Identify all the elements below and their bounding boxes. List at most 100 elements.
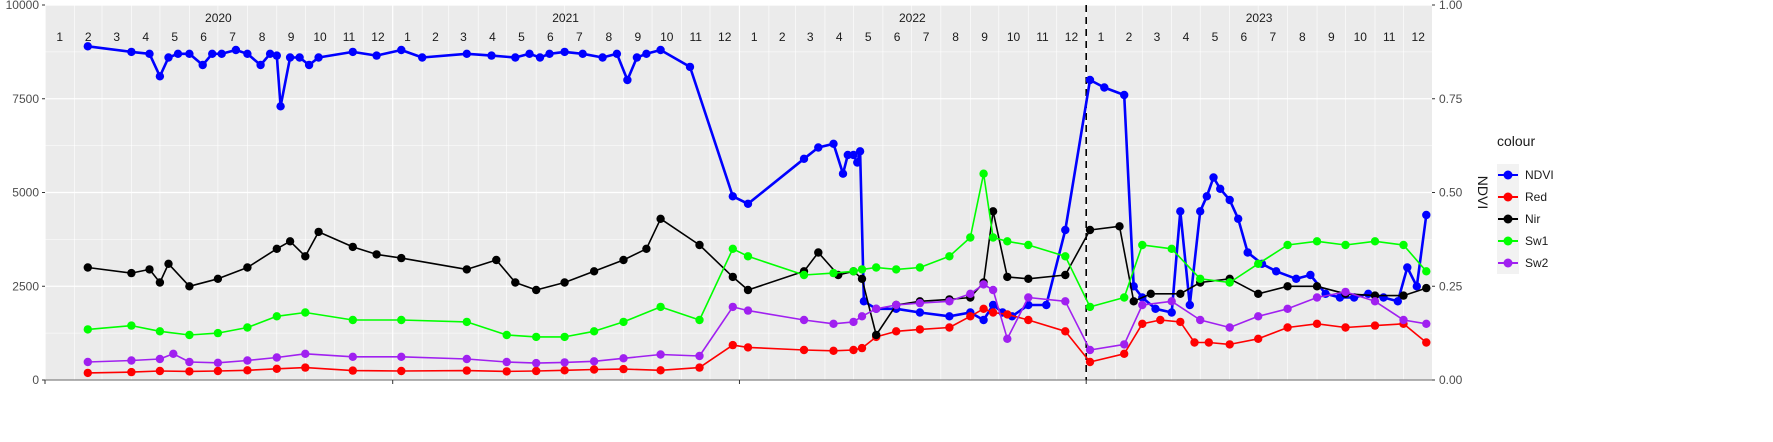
data-point-red [656,366,665,375]
data-point-sw1 [743,252,753,261]
data-point-ndvi [1042,300,1051,310]
data-point-red [728,340,737,350]
month-label: 10 [313,30,327,44]
data-point-sw1 [502,330,511,340]
data-point-nir [1312,282,1322,291]
month-label: 7 [576,30,583,44]
data-point-ndvi [979,315,988,325]
data-point-ndvi [1100,83,1109,92]
data-point-red [1003,310,1012,319]
data-point-ndvi [728,192,737,201]
data-point-sw2 [589,357,599,366]
data-point-red [945,323,954,332]
data-point-sw1 [1370,237,1380,246]
data-point-sw1 [1196,274,1205,283]
legend-key-point [1503,170,1513,180]
data-point-sw1 [872,263,881,272]
data-point-nir [814,248,823,257]
data-point-sw1 [348,315,357,325]
legend-key-point [1503,192,1513,202]
data-point-sw2 [829,319,838,328]
month-label: 5 [865,30,872,44]
data-point-red [1085,357,1095,367]
data-point-sw2 [1085,345,1095,355]
data-point-ndvi [265,49,275,58]
y2-axis-title: NDVI [1475,176,1491,209]
data-point-ndvi [127,47,136,57]
data-point-sw1 [213,328,223,338]
data-point-ndvi [598,53,607,62]
data-point-nir [619,255,628,265]
data-point-sw2 [272,353,281,362]
data-point-sw2 [966,289,975,298]
data-point-nir [1422,283,1431,293]
y2-tick-label: 0.50 [1439,186,1463,200]
data-point-nir [285,237,295,246]
data-point-ndvi [829,139,838,148]
data-point-sw2 [169,349,178,358]
data-point-nir [560,278,569,287]
data-point-nir [272,244,281,253]
data-point-red [1061,327,1070,336]
data-point-sw1 [155,327,165,336]
data-point-sw2 [1283,304,1292,313]
data-point-ndvi [372,51,381,60]
data-point-red [857,343,867,353]
data-point-sw2 [1024,293,1033,302]
legend-item-ndvi: NDVI [1497,164,1554,186]
data-point-sw1 [799,270,809,280]
data-point-sw2 [243,356,252,365]
data-point-ndvi [276,102,285,111]
data-point-ndvi [859,297,869,306]
data-point-nir [127,268,136,278]
month-label: 12 [718,30,732,44]
data-point-nir [1399,291,1408,300]
data-point-sw1 [462,317,471,327]
data-point-ndvi [1176,207,1185,216]
data-point-nir [462,265,471,274]
month-label: 8 [1299,30,1306,44]
data-point-ndvi [1151,304,1160,313]
data-point-ndvi [1379,293,1388,302]
data-point-sw1 [988,233,998,242]
month-label: 11 [343,30,356,44]
month-label: 10 [1007,30,1021,44]
data-point-sw2 [915,298,925,308]
data-point-red [1190,338,1199,347]
data-point-ndvi [743,199,753,208]
month-label: 6 [894,30,901,44]
legend-key-point [1503,236,1513,246]
data-point-ndvi [1196,207,1205,216]
data-point-sw2 [849,317,858,327]
month-label: 4 [1183,30,1190,44]
data-point-sw2 [743,306,753,315]
data-point-ndvi [1422,210,1431,220]
series-line-sw2 [87,283,1427,364]
month-label: 11 [1036,30,1049,44]
data-point-sw2 [619,354,628,363]
data-point-sw1 [979,169,988,178]
month-label: 4 [142,30,149,44]
data-point-sw2 [799,315,809,325]
y2-tick-label: 1.00 [1439,0,1463,12]
data-point-ndvi [945,312,954,321]
data-point-sw2 [728,302,737,312]
data-point-ndvi [849,150,858,160]
data-point-red [988,308,998,317]
legend-item-nir: Nir [1497,208,1540,230]
data-point-ndvi [1243,248,1252,257]
data-point-sw2 [348,352,357,361]
data-point-ndvi [1167,308,1176,317]
data-point-red [1024,315,1033,325]
data-point-sw1 [1003,237,1012,246]
data-point-sw2 [532,358,541,368]
series-red [83,304,1431,378]
data-point-red [397,366,406,376]
data-point-red [1370,321,1380,330]
data-point-sw1 [829,268,838,278]
data-point-sw1 [1120,293,1129,302]
data-point-red [83,368,93,378]
data-point-nir [155,278,165,287]
data-point-nir [397,253,406,263]
month-label: 6 [1241,30,1248,44]
